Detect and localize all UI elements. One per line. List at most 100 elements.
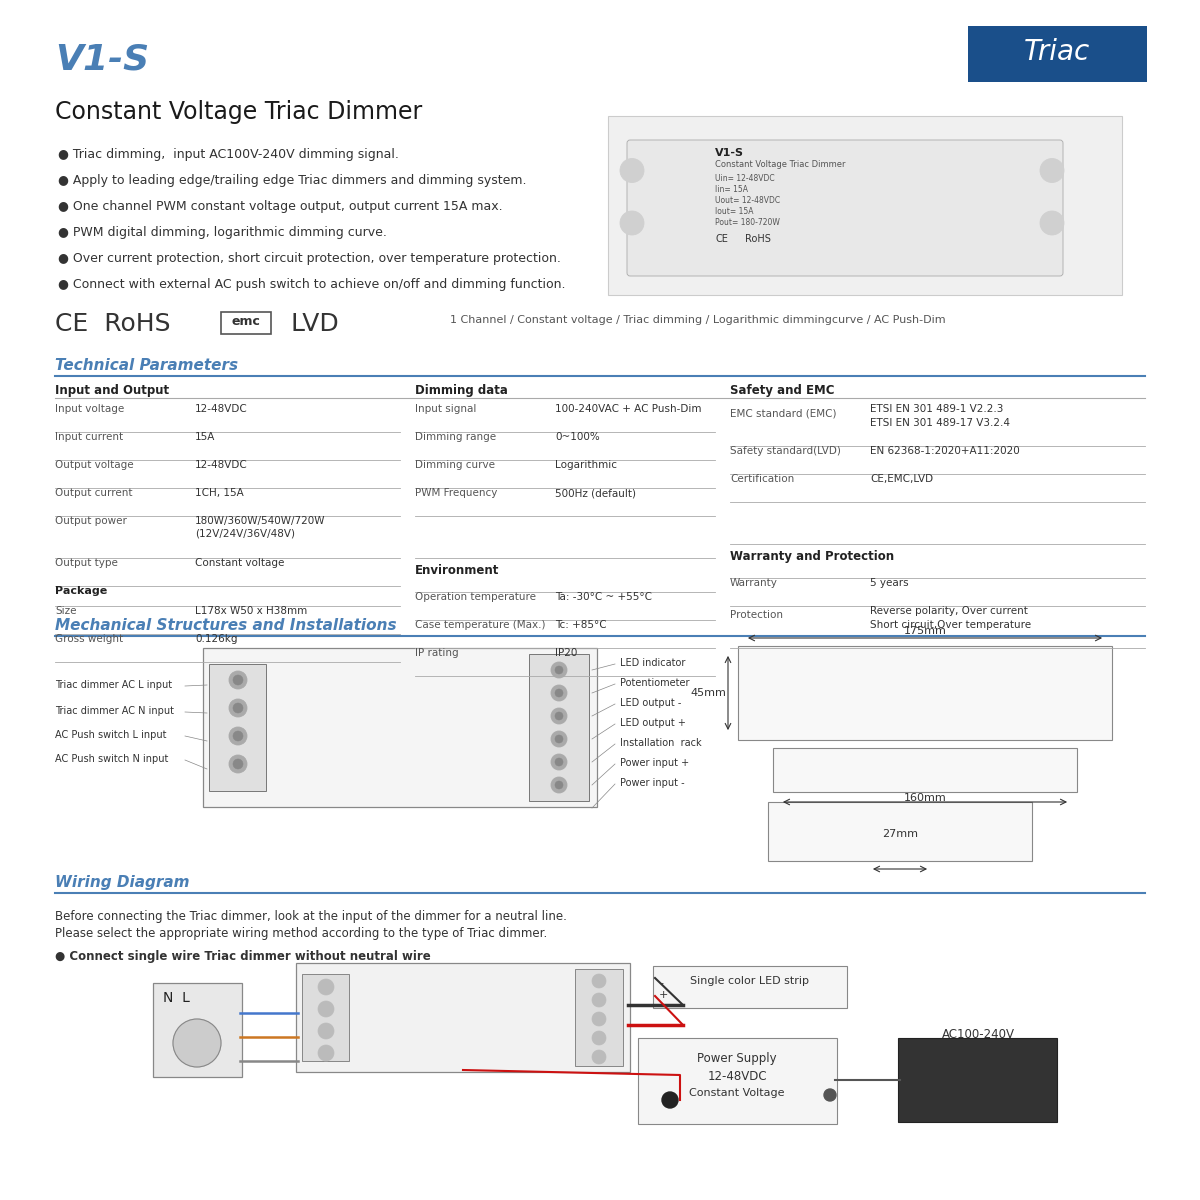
Text: Iout= 15A: Iout= 15A xyxy=(715,206,754,216)
Circle shape xyxy=(233,758,242,769)
Text: IP20: IP20 xyxy=(554,648,577,658)
Text: L178x W50 x H38mm: L178x W50 x H38mm xyxy=(194,606,307,616)
Text: Reverse polarity, Over current: Reverse polarity, Over current xyxy=(870,606,1028,616)
Text: Before connecting the Triac dimmer, look at the input of the dimmer for a neutra: Before connecting the Triac dimmer, look… xyxy=(55,910,566,923)
Text: Dimming range: Dimming range xyxy=(415,432,496,442)
Circle shape xyxy=(233,703,242,713)
FancyBboxPatch shape xyxy=(768,802,1032,862)
Text: Triac dimmer AC N input: Triac dimmer AC N input xyxy=(55,706,174,716)
Circle shape xyxy=(173,1019,221,1067)
Text: Safety standard(LVD): Safety standard(LVD) xyxy=(730,446,841,456)
Text: 12-48VDC: 12-48VDC xyxy=(194,460,247,470)
Circle shape xyxy=(1040,158,1064,182)
Text: Certification: Certification xyxy=(730,474,794,484)
Text: Case temperature (Max.): Case temperature (Max.) xyxy=(415,620,546,630)
Text: LED output +: LED output + xyxy=(620,718,686,728)
Circle shape xyxy=(551,731,568,746)
Circle shape xyxy=(318,1045,334,1061)
Circle shape xyxy=(554,758,563,766)
Circle shape xyxy=(551,754,568,770)
Circle shape xyxy=(592,974,606,988)
Text: Single color LED strip: Single color LED strip xyxy=(690,976,810,986)
Text: ● One channel PWM constant voltage output, output current 15A max.: ● One channel PWM constant voltage outpu… xyxy=(58,200,503,214)
Text: Constant Voltage Triac Dimmer: Constant Voltage Triac Dimmer xyxy=(55,100,422,124)
Text: ● Apply to leading edge/trailing edge Triac dimmers and dimming system.: ● Apply to leading edge/trailing edge Tr… xyxy=(58,174,527,187)
Text: Power input +: Power input + xyxy=(620,758,689,768)
Text: 100-240VAC + AC Push-Dim: 100-240VAC + AC Push-Dim xyxy=(554,404,702,414)
Text: Safety and EMC: Safety and EMC xyxy=(730,384,834,397)
Text: Input and Output: Input and Output xyxy=(55,384,169,397)
Text: Uout= 12-48VDC: Uout= 12-48VDC xyxy=(715,196,780,205)
Text: ● Over current protection, short circuit protection, over temperature protection: ● Over current protection, short circuit… xyxy=(58,252,560,265)
Text: Technical Parameters: Technical Parameters xyxy=(55,358,238,373)
Text: N  L: N L xyxy=(163,991,190,1006)
Text: 1CH, 15A: 1CH, 15A xyxy=(194,488,244,498)
Text: IP rating: IP rating xyxy=(415,648,458,658)
Text: Tc: +85°C: Tc: +85°C xyxy=(554,620,607,630)
Text: -: - xyxy=(659,978,662,988)
Text: EMC standard (EMC): EMC standard (EMC) xyxy=(730,408,836,418)
Text: Warranty and Protection: Warranty and Protection xyxy=(730,550,894,563)
Text: AC Push switch L input: AC Push switch L input xyxy=(55,730,167,740)
Text: 27mm: 27mm xyxy=(882,829,918,839)
Text: 1 Channel / Constant voltage / Triac dimming / Logarithmic dimmingcurve / AC Pus: 1 Channel / Constant voltage / Triac dim… xyxy=(450,314,946,325)
Text: Constant Voltage Triac Dimmer: Constant Voltage Triac Dimmer xyxy=(715,160,846,169)
Text: V1-S: V1-S xyxy=(55,42,149,76)
Circle shape xyxy=(233,674,242,685)
Text: ● PWM digital dimming, logarithmic dimming curve.: ● PWM digital dimming, logarithmic dimmi… xyxy=(58,226,386,239)
Circle shape xyxy=(229,755,247,773)
Circle shape xyxy=(233,731,242,740)
Text: 0.126kg: 0.126kg xyxy=(194,634,238,644)
Circle shape xyxy=(592,994,606,1007)
Text: ● Connect single wire Triac dimmer without neutral wire: ● Connect single wire Triac dimmer witho… xyxy=(55,950,431,962)
Text: Logarithmic: Logarithmic xyxy=(554,460,617,470)
Circle shape xyxy=(592,1050,606,1064)
Text: LED indicator: LED indicator xyxy=(620,658,685,668)
FancyBboxPatch shape xyxy=(968,26,1147,82)
Circle shape xyxy=(318,1022,334,1039)
Text: Pout= 180-720W: Pout= 180-720W xyxy=(715,218,780,227)
Text: Package: Package xyxy=(55,586,107,596)
FancyBboxPatch shape xyxy=(898,1038,1057,1122)
Text: 500Hz (default): 500Hz (default) xyxy=(554,488,636,498)
Circle shape xyxy=(554,666,563,674)
Text: Power input -: Power input - xyxy=(620,778,685,788)
Text: Iin= 15A: Iin= 15A xyxy=(715,185,748,194)
Text: Mechanical Structures and Installations: Mechanical Structures and Installations xyxy=(55,618,397,634)
FancyBboxPatch shape xyxy=(302,974,349,1061)
Circle shape xyxy=(620,158,644,182)
Text: (12V/24V/36V/48V): (12V/24V/36V/48V) xyxy=(194,529,295,539)
Text: +: + xyxy=(659,990,668,1000)
Circle shape xyxy=(318,979,334,995)
Text: V1-S: V1-S xyxy=(715,148,744,158)
Text: Size: Size xyxy=(55,606,77,616)
Text: Installation  rack: Installation rack xyxy=(620,738,702,748)
Text: ● Connect with external AC push switch to achieve on/off and dimming function.: ● Connect with external AC push switch t… xyxy=(58,278,565,290)
Text: Ta: -30°C ~ +55°C: Ta: -30°C ~ +55°C xyxy=(554,592,652,602)
Circle shape xyxy=(592,1031,606,1045)
Circle shape xyxy=(229,698,247,716)
Circle shape xyxy=(554,781,563,790)
Text: ● Triac dimming,  input AC100V-240V dimming signal.: ● Triac dimming, input AC100V-240V dimmi… xyxy=(58,148,398,161)
Circle shape xyxy=(824,1090,836,1102)
Text: Output current: Output current xyxy=(55,488,132,498)
Text: Please select the appropriate wiring method according to the type of Triac dimme: Please select the appropriate wiring met… xyxy=(55,926,547,940)
Text: emc: emc xyxy=(232,314,260,328)
Text: Dimming curve: Dimming curve xyxy=(415,460,496,470)
FancyBboxPatch shape xyxy=(529,654,589,802)
Circle shape xyxy=(1040,211,1064,235)
Text: Output power: Output power xyxy=(55,516,127,526)
Text: Output voltage: Output voltage xyxy=(55,460,133,470)
Circle shape xyxy=(318,1001,334,1018)
FancyBboxPatch shape xyxy=(203,648,598,806)
Circle shape xyxy=(229,727,247,745)
Text: 160mm: 160mm xyxy=(904,793,947,803)
FancyBboxPatch shape xyxy=(608,116,1122,295)
Text: LED output -: LED output - xyxy=(620,698,682,708)
Text: EN 62368-1:2020+A11:2020: EN 62368-1:2020+A11:2020 xyxy=(870,446,1020,456)
Text: AC Push switch N input: AC Push switch N input xyxy=(55,754,168,764)
Text: ETSI EN 301 489-1 V2.2.3: ETSI EN 301 489-1 V2.2.3 xyxy=(870,404,1003,414)
FancyBboxPatch shape xyxy=(738,646,1112,740)
FancyBboxPatch shape xyxy=(638,1038,838,1124)
FancyBboxPatch shape xyxy=(296,962,630,1072)
